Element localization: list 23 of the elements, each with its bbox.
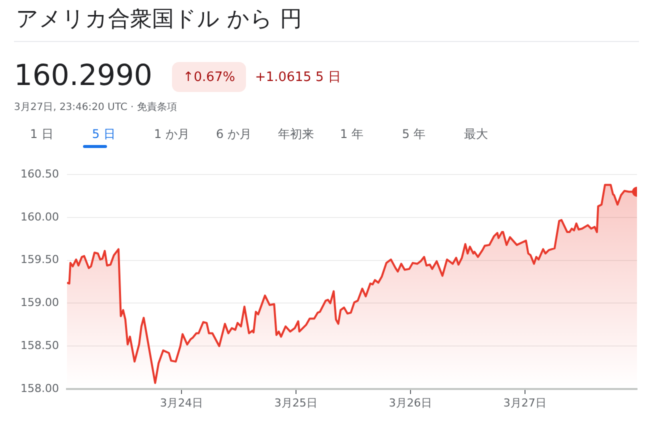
text: 5 日	[92, 126, 116, 143]
text: 3月27日, 23:46:20 UTC · 免責条項	[14, 100, 177, 114]
y-tick-label: 158.00	[20, 382, 59, 395]
text: 1 日	[30, 126, 54, 143]
y-tick-label: 158.50	[20, 338, 59, 352]
text: +1.0615 5 日	[255, 69, 341, 86]
y-tick-label: 159.00	[20, 296, 59, 310]
text: ↑0.67%	[172, 62, 246, 92]
x-tick-label: 3月27日	[503, 396, 546, 410]
text: 1 年	[340, 126, 364, 143]
x-tick-label: 3月25日	[274, 396, 318, 410]
text: 5 年	[402, 126, 426, 143]
chart-subtitle: 160.2990	[14, 58, 152, 92]
text: 最大	[464, 126, 488, 143]
text: 1 か月	[154, 126, 190, 143]
y-tick-label: 160.50	[20, 167, 59, 180]
chart-title: アメリカ合衆国ドル から 円	[16, 6, 302, 34]
y-tick-label: 160.00	[20, 210, 59, 224]
text: 6 か月	[216, 126, 252, 143]
x-tick-label: 3月26日	[388, 396, 432, 410]
x-tick-label: 3月24日	[160, 396, 203, 410]
y-tick-label: 159.50	[20, 253, 59, 266]
text: 年初来	[278, 126, 314, 143]
